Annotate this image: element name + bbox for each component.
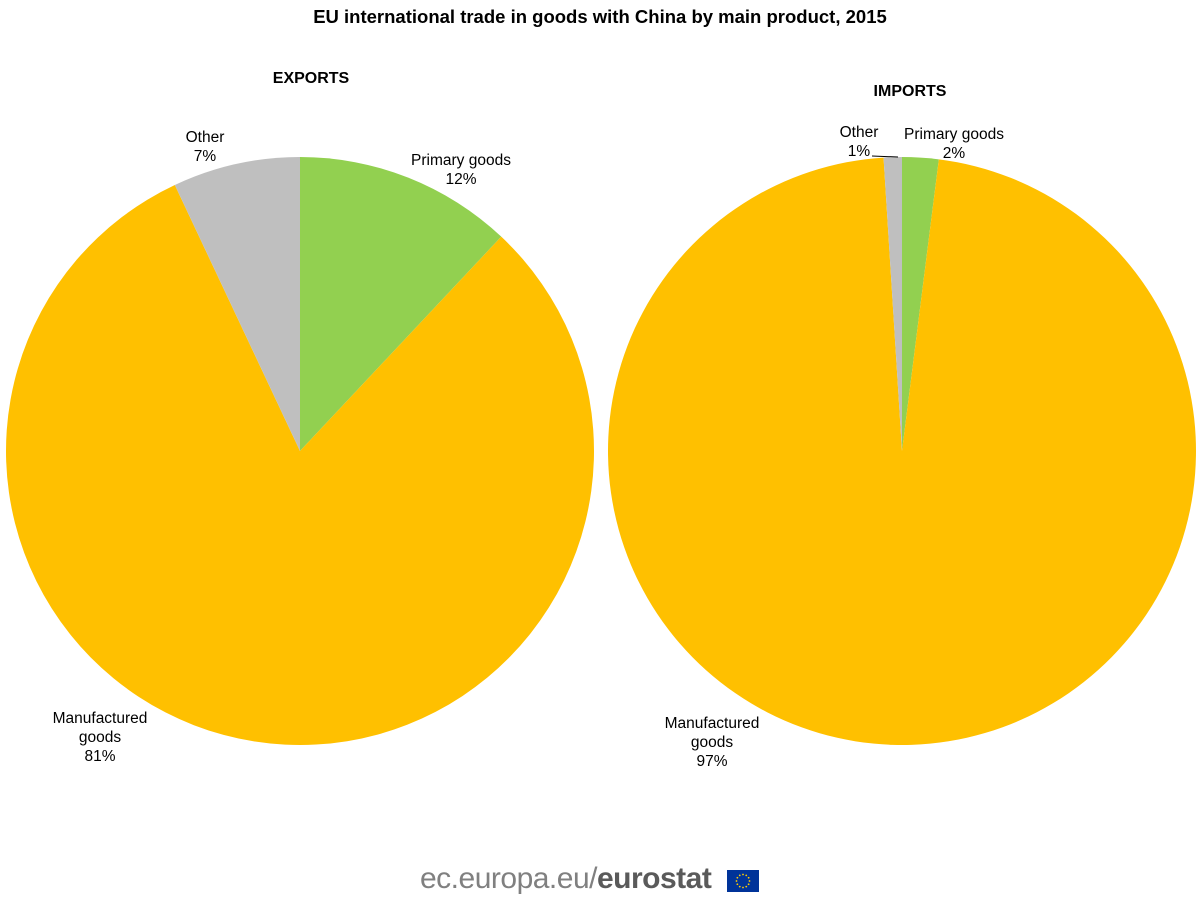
imports-label-primary-goods: Primary goods 2% (904, 126, 1004, 162)
eu-flag-star (742, 886, 744, 889)
imports-slice-manufactured-goods (607, 157, 1196, 746)
exports-slice-manufactured-goods (5, 184, 594, 746)
exports-pie (5, 157, 594, 746)
imports-slice-other (883, 157, 902, 451)
footer-brand-text: eurostat (596, 862, 712, 895)
eu-flag-star (735, 880, 738, 882)
eu-flag-star (745, 874, 748, 877)
eu-flag-star (747, 883, 750, 886)
eu-flag-star (747, 876, 750, 879)
slice-labels: Primary goods 12% Manufactured goods 81% Othe… (53, 124, 1005, 770)
footer-site-text: ec.europa.eu/ (420, 862, 597, 895)
imports-other-leader-line (871, 155, 899, 158)
eu-flag-star (742, 873, 744, 876)
exports-pie-title: EXPORTS (272, 70, 350, 87)
exports-label-manufactured-goods: Manufactured goods 81% (53, 710, 148, 765)
eu-flag-icon (727, 870, 759, 892)
eu-flag-star (745, 885, 748, 888)
imports-pie (607, 157, 1196, 746)
exports-slice-primary-goods (300, 157, 502, 451)
imports-label-other: Other 1% (840, 124, 879, 160)
imports-pie-title: IMPORTS (873, 83, 947, 100)
eu-flag-star (738, 874, 741, 877)
exports-label-primary-goods: Primary goods 12% (411, 152, 511, 188)
imports-slice-primary-goods (902, 157, 939, 451)
exports-label-other: Other 7% (186, 129, 225, 165)
eu-flag-star (736, 876, 739, 879)
imports-label-manufactured-goods: Manufactured goods 97% (665, 715, 760, 770)
exports-slice-other (174, 157, 300, 451)
pie-charts: Primary goods 12% Manufactured goods 81% Othe… (5, 124, 1196, 770)
footer: ec.europa.eu/eurostat (0, 862, 1200, 898)
footer-source-link[interactable]: ec.europa.eu/eurostat (420, 862, 712, 896)
eu-flag-star (738, 885, 741, 888)
chart-title: EU international trade in goods with Chi… (313, 6, 887, 27)
eu-flag-star (736, 883, 739, 886)
eu-flag-star (748, 880, 751, 882)
